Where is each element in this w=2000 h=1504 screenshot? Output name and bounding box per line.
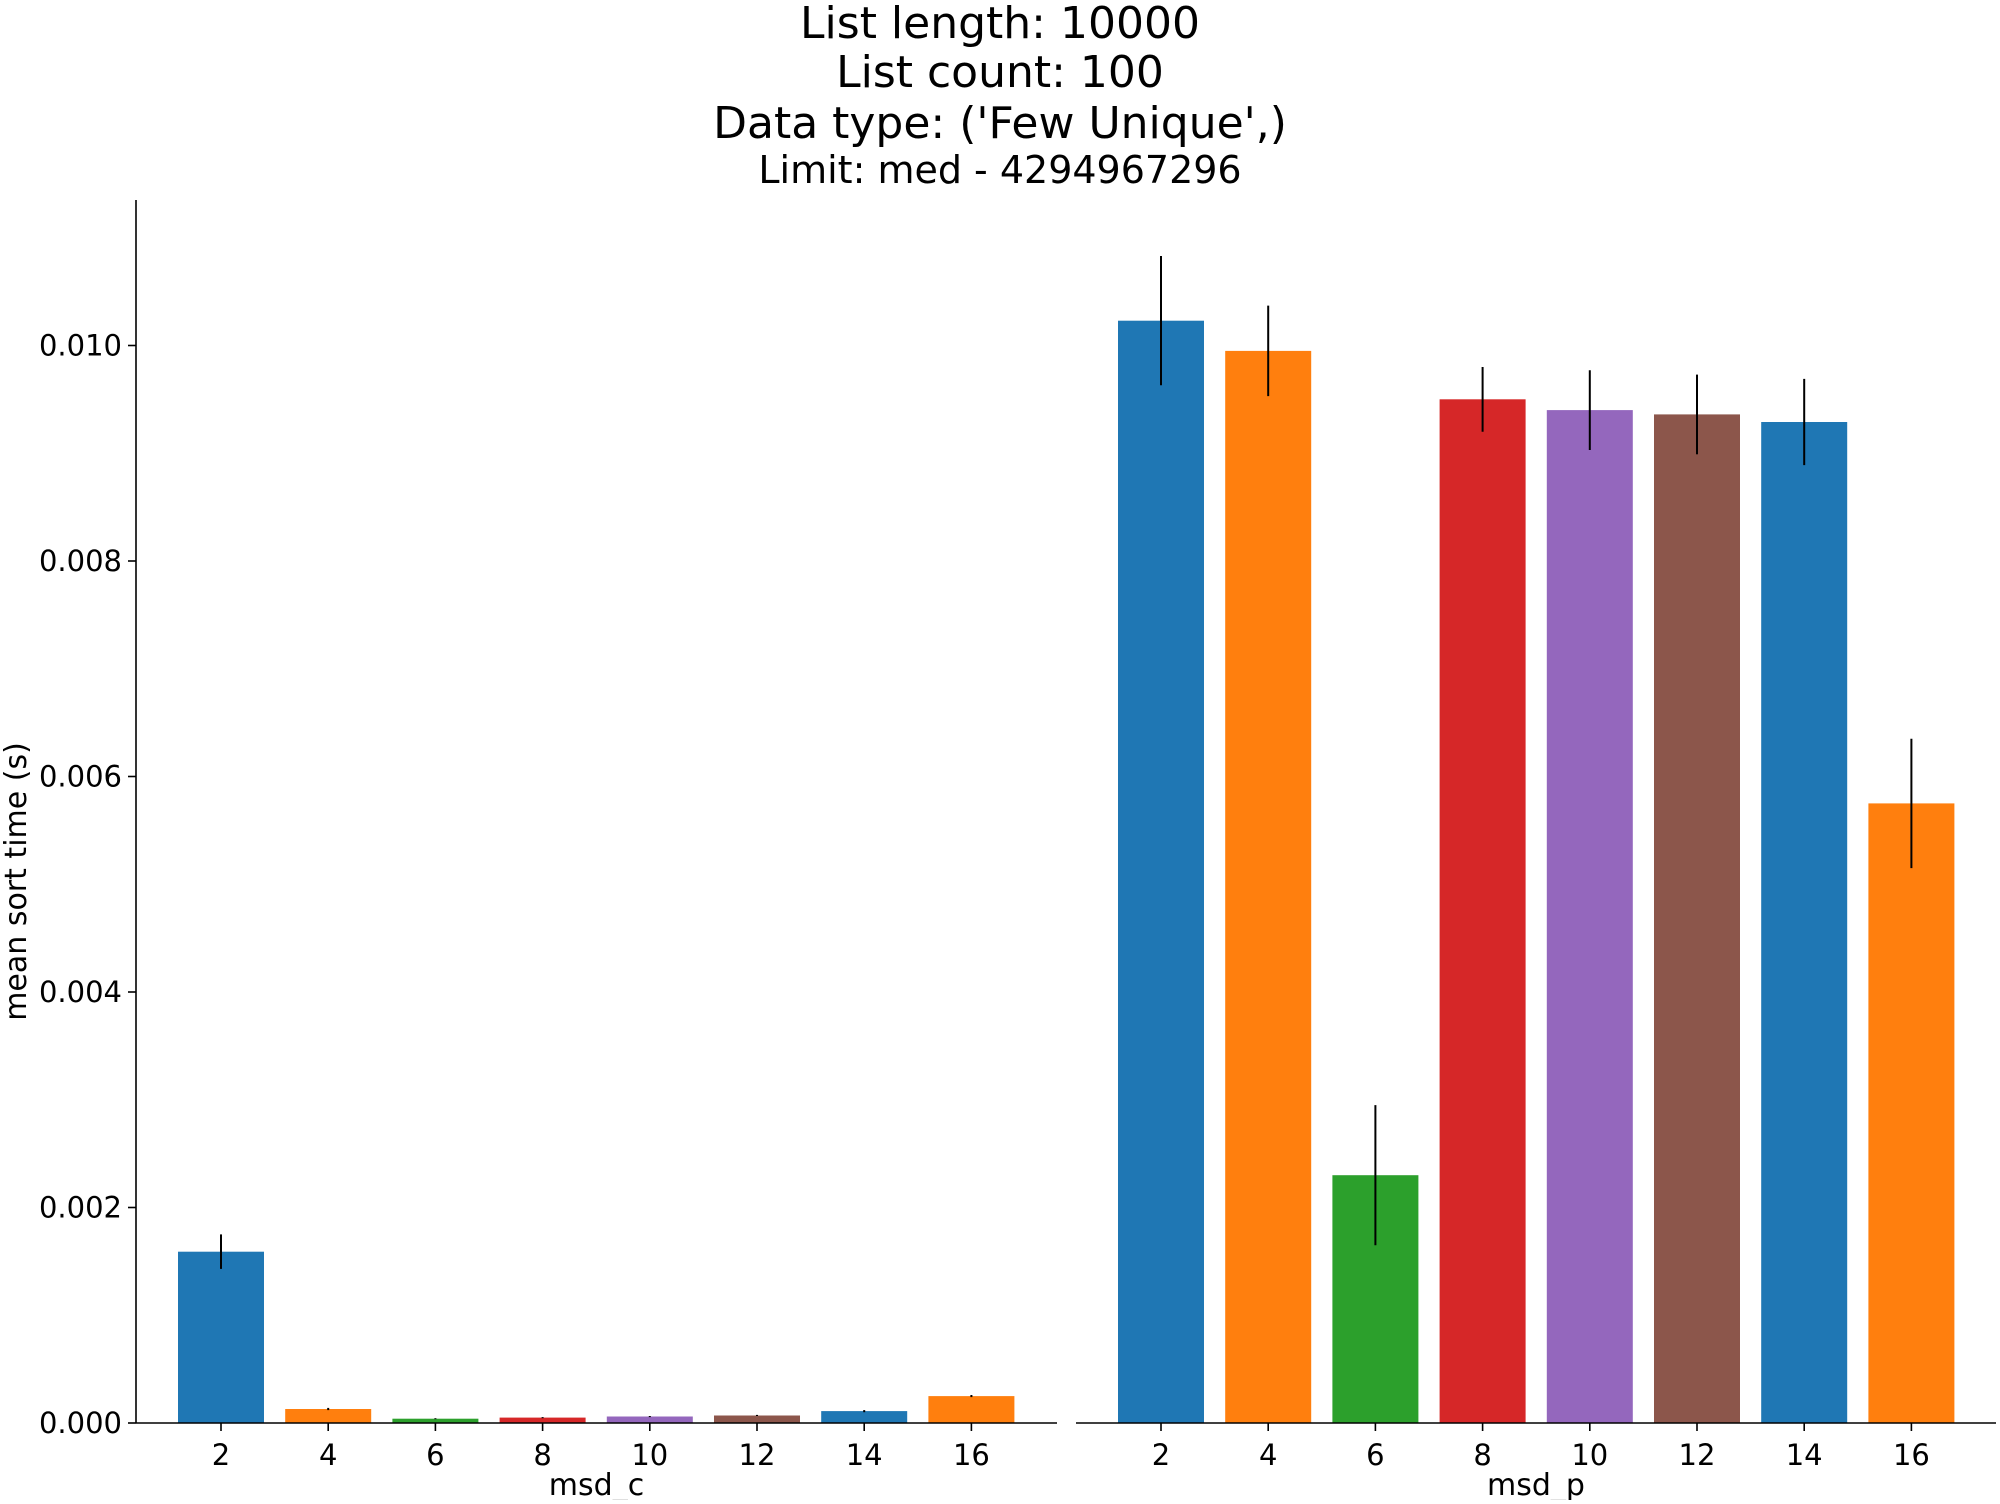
- bar-msd_p-16: [1868, 803, 1955, 1423]
- bar-msd_c-14: [821, 1411, 908, 1423]
- x-tick-label-msd_c-4: 4: [319, 1438, 337, 1472]
- y-tick-label-0.008: 0.008: [39, 544, 122, 578]
- x-tick-label-msd_p-2: 2: [1152, 1438, 1170, 1472]
- bar-msd_c-16: [928, 1396, 1015, 1423]
- x-tick-label-msd_c-16: 16: [953, 1438, 990, 1472]
- x-tick-label-msd_p-4: 4: [1259, 1438, 1277, 1472]
- x-tick-label-msd_c-6: 6: [426, 1438, 444, 1472]
- x-tick-label-msd_c-14: 14: [846, 1438, 883, 1472]
- x-tick-label-msd_p-12: 12: [1679, 1438, 1716, 1472]
- y-tick-label-0.006: 0.006: [39, 760, 122, 794]
- x-tick-label-msd_c-12: 12: [739, 1438, 776, 1472]
- plot-area: 2 4 6 8 10 12 14 16 msd_c 0.000 0.002 0.004 0.006 0.0…: [0, 200, 1996, 1503]
- title-line-4: Limit: med - 4294967296: [758, 148, 1241, 192]
- y-axis-label: mean sort time (s): [0, 742, 34, 1021]
- y-tick-label-0.000: 0.000: [39, 1406, 122, 1440]
- bar-msd_c-6: [392, 1418, 479, 1423]
- title-line-2: List count: 100: [836, 47, 1164, 98]
- bar-msd_c-10: [606, 1416, 693, 1423]
- bar-msd_c-12: [714, 1415, 800, 1423]
- bar-msd_c-4: [285, 1409, 372, 1423]
- bar-msd_c-2: [178, 1251, 264, 1423]
- y-tick-label-0.004: 0.004: [39, 975, 122, 1009]
- x-tick-label-msd_p-14: 14: [1786, 1438, 1823, 1472]
- x-axis-label-msd_c: msd_c: [549, 1468, 644, 1500]
- x-tick-label-msd_p-10: 10: [1571, 1438, 1608, 1472]
- y-tick-label-0.010: 0.010: [39, 329, 122, 363]
- title-line-1: List length: 10000: [800, 0, 1200, 49]
- x-tick-label-msd_c-10: 10: [631, 1438, 668, 1472]
- y-tick-label-0.002: 0.002: [39, 1191, 122, 1225]
- bar-msd_p-10: [1546, 410, 1633, 1424]
- bar-msd_p-8: [1439, 399, 1526, 1423]
- x-tick-label-msd_c-2: 2: [212, 1438, 230, 1472]
- bar-msd_p-2: [1118, 320, 1204, 1424]
- chart-title: List length: 10000 List count: 100 Data …: [713, 0, 1287, 192]
- x-tick-label-msd_p-16: 16: [1893, 1438, 1930, 1472]
- x-axis-label-msd_p: msd_p: [1487, 1468, 1585, 1500]
- x-tick-label-msd_p-6: 6: [1366, 1438, 1384, 1472]
- bar-msd_p-12: [1654, 414, 1740, 1423]
- x-tick-label-msd_p-8: 8: [1473, 1438, 1491, 1472]
- bar-msd_p-4: [1225, 350, 1312, 1423]
- bar-msd_p-14: [1761, 422, 1848, 1423]
- x-tick-label-msd_c-8: 8: [533, 1438, 551, 1472]
- bar-msd_c-8: [499, 1417, 586, 1423]
- title-line-3: Data type: ('Few Unique',): [713, 98, 1287, 149]
